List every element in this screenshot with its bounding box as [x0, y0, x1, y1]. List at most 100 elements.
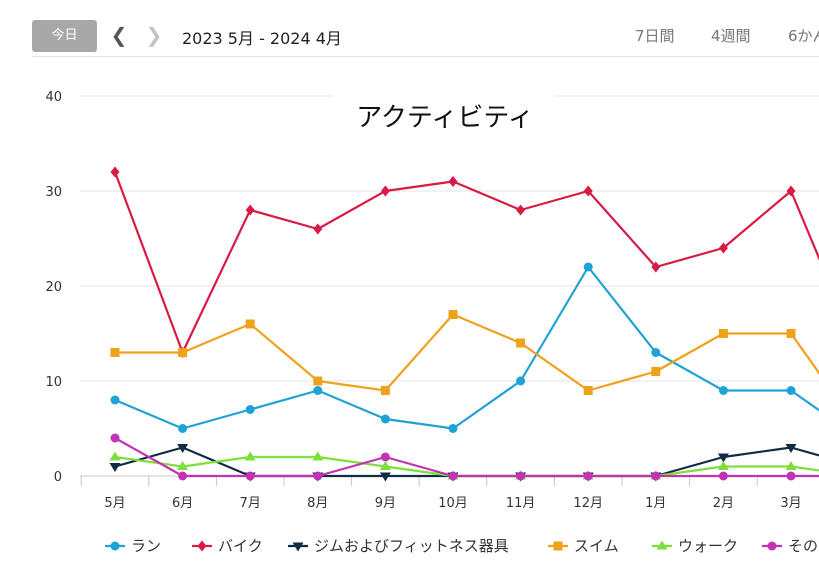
data-point [245, 204, 255, 216]
chevron-left-icon[interactable]: ❮ [110, 23, 128, 47]
x-tick-label: 6月 [172, 496, 193, 511]
chart-title-background [332, 92, 554, 138]
data-point [313, 223, 323, 235]
y-tick-label: 40 [45, 90, 62, 105]
data-point [313, 386, 323, 395]
tab-7-days[interactable]: 7日間 [635, 27, 675, 45]
date-range-label: 2023 5月 - 2024 4月 [182, 29, 342, 48]
data-point [380, 414, 390, 424]
data-point [448, 310, 458, 319]
x-tick-label: 12月 [573, 496, 603, 511]
legend-marker [292, 542, 304, 552]
data-point [516, 471, 526, 481]
legend-label: ジムおよびフィットネス器具 [314, 537, 509, 555]
series-group [110, 262, 819, 433]
data-point [448, 424, 458, 433]
data-point [717, 461, 729, 470]
legend-label: バイク [218, 537, 263, 555]
y-tick-label: 20 [45, 280, 62, 295]
x-tick-label: 9月 [375, 496, 396, 511]
legend-item[interactable]: ラン [105, 537, 161, 555]
data-point [583, 471, 593, 481]
data-point [583, 262, 593, 272]
legend-item[interactable]: ウォーク [652, 537, 738, 555]
legend-marker [767, 541, 777, 551]
series-line [114, 265, 819, 430]
data-point [245, 471, 255, 481]
data-point [718, 329, 728, 338]
data-point [380, 452, 390, 462]
data-point [313, 376, 323, 386]
data-point [245, 319, 255, 329]
series-line [113, 171, 819, 354]
legend-label: その [788, 537, 818, 555]
x-tick-label: 3月 [780, 496, 801, 511]
data-point [244, 451, 256, 461]
data-point [786, 185, 796, 197]
x-tick-label: 2月 [713, 496, 734, 511]
data-point [651, 471, 661, 481]
data-point [110, 395, 120, 405]
data-point [109, 451, 121, 461]
series-group [110, 166, 819, 358]
legend-item[interactable]: その [762, 537, 818, 555]
data-point [651, 348, 661, 357]
legend-marker [197, 540, 207, 552]
series-line [115, 313, 819, 392]
data-point [177, 461, 189, 470]
legend-item[interactable]: ジムおよびフィットネス器具 [288, 537, 509, 555]
data-point [178, 348, 188, 357]
data-point [379, 472, 391, 482]
data-point [785, 461, 797, 470]
data-point [583, 386, 593, 395]
series-group [110, 310, 819, 395]
data-point [717, 453, 729, 463]
legend-label: スイム [574, 537, 619, 555]
data-point [312, 451, 324, 461]
data-point [448, 471, 458, 481]
legend-marker [656, 540, 668, 550]
data-point [109, 463, 121, 472]
data-point [177, 444, 189, 453]
data-point [516, 376, 526, 386]
data-point [651, 261, 661, 273]
chevron-right-icon[interactable]: ❯ [145, 23, 163, 47]
data-point [786, 329, 796, 338]
x-tick-label: 5月 [104, 496, 125, 511]
data-point [516, 204, 526, 216]
tab-4-weeks[interactable]: 4週間 [711, 27, 751, 45]
data-point [110, 433, 120, 443]
data-point [110, 166, 120, 178]
today-button[interactable]: 今日 [32, 20, 97, 52]
data-point [380, 185, 390, 197]
data-point [448, 176, 458, 187]
data-point [178, 471, 188, 481]
legend-label: ラン [131, 537, 161, 555]
tab-6-months[interactable]: 6かん [788, 27, 819, 45]
data-point [718, 471, 728, 481]
series-group [110, 433, 819, 481]
legend-marker [553, 541, 563, 551]
data-point [379, 461, 391, 470]
legend-item[interactable]: バイク [192, 537, 263, 555]
chart-title: アクティビティ [356, 103, 534, 133]
y-tick-label: 30 [45, 185, 62, 200]
x-tick-label: 1月 [645, 496, 666, 511]
x-tick-label: 8月 [307, 496, 328, 511]
y-tick-label: 0 [54, 470, 62, 485]
data-point [718, 242, 728, 254]
legend-marker [110, 541, 120, 551]
y-tick-label: 10 [45, 375, 62, 390]
data-point [380, 386, 390, 395]
x-tick-label: 7月 [240, 496, 261, 511]
data-point [718, 386, 728, 395]
data-point [516, 338, 526, 348]
data-point [110, 348, 120, 357]
date-toolbar: 今日 ❮ ❯ 2023 5月 - 2024 4月 7日間 4週間 6かん [32, 16, 819, 57]
legend-item[interactable]: スイム [548, 537, 619, 555]
data-point [178, 424, 188, 433]
series-line [114, 437, 819, 478]
data-point [786, 386, 796, 395]
data-point [786, 471, 796, 481]
